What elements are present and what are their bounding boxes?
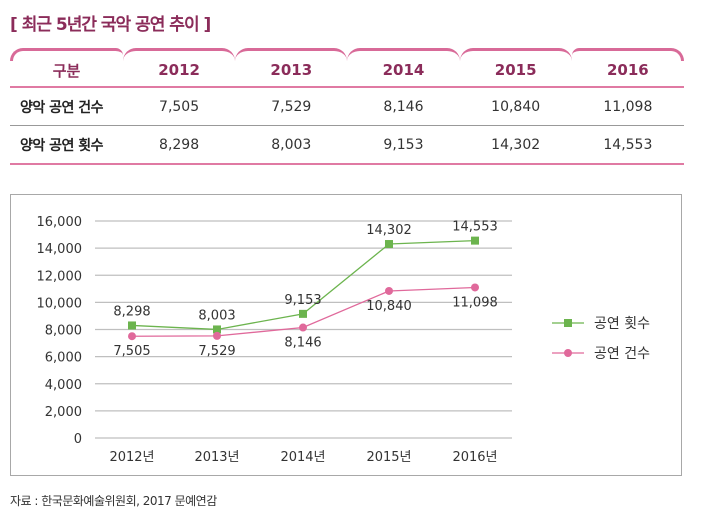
data-label: 11,098: [452, 295, 498, 310]
y-tick-label: 12,000: [37, 269, 83, 284]
chart-frame: [10, 194, 682, 476]
data-label: 8,003: [198, 308, 235, 323]
source-note: 자료 : 한국문화예술위원회, 2017 문예연감: [10, 494, 217, 508]
page-title: [ 최근 5년간 국악 공연 추이 ]: [10, 15, 211, 35]
column-header: 구분: [10, 46, 123, 88]
y-tick-label: 14,000: [37, 242, 83, 257]
data-point-marker: [299, 309, 307, 318]
table-cell: 7,505: [123, 87, 236, 126]
row-label: 양악 공연 건수: [10, 87, 123, 126]
y-tick-label: 6,000: [45, 351, 82, 366]
column-header: 2012: [123, 46, 236, 88]
data-point-marker: [471, 236, 479, 245]
x-tick-label: 2014년: [280, 450, 325, 465]
x-tick-label: 2013년: [194, 450, 239, 465]
x-tick-label: 2015년: [366, 450, 411, 465]
data-point-marker: [385, 240, 393, 249]
table-cell: 7,529: [235, 87, 348, 126]
row-label: 양악 공연 횟수: [10, 125, 123, 165]
data-point-marker: [128, 321, 136, 330]
data-label: 10,840: [366, 299, 412, 314]
data-label: 14,302: [366, 223, 412, 238]
data-point-marker: [299, 323, 307, 332]
data-point-marker: [471, 283, 479, 292]
legend-label: 공연 횟수: [594, 316, 650, 332]
legend-marker: [564, 319, 572, 327]
y-tick-label: 0: [74, 432, 82, 447]
table-cell: 11,098: [571, 87, 684, 126]
table-row: 양악 공연 횟수 8,298 8,003 9,153 14,302 14,553: [10, 125, 684, 165]
column-header: 2013: [235, 46, 348, 88]
data-label: 9,153: [284, 293, 321, 308]
y-tick-label: 10,000: [37, 296, 83, 311]
column-header: 2016: [571, 46, 684, 88]
table-cell: 14,302: [459, 125, 572, 165]
legend-marker: [564, 349, 572, 357]
x-tick-label: 2012년: [109, 450, 154, 465]
y-tick-label: 8,000: [45, 324, 82, 339]
data-point-marker: [213, 331, 221, 340]
table-header-row: 구분 2012 2013 2014 2015 2016: [10, 46, 684, 88]
table-cell: 8,146: [347, 87, 460, 126]
data-point-marker: [213, 325, 221, 334]
data-label: 7,505: [113, 344, 150, 359]
column-header: 2014: [347, 46, 460, 88]
table-cell: 14,553: [571, 125, 684, 165]
data-label: 14,553: [452, 220, 498, 235]
data-label: 8,146: [284, 336, 321, 351]
data-label: 7,529: [198, 344, 235, 359]
data-point-marker: [128, 332, 136, 341]
y-tick-label: 4,000: [45, 378, 82, 393]
column-header: 2015: [459, 46, 572, 88]
y-tick-label: 16,000: [37, 215, 83, 230]
legend-label: 공연 건수: [594, 346, 650, 362]
data-table: 구분 2012 2013 2014 2015 2016 양악 공연 건수 7,5…: [10, 46, 684, 165]
table-row: 양악 공연 건수 7,505 7,529 8,146 10,840 11,098: [10, 87, 684, 126]
data-table-container: 구분 2012 2013 2014 2015 2016 양악 공연 건수 7,5…: [10, 46, 684, 165]
data-point-marker: [385, 286, 393, 295]
table-cell: 10,840: [459, 87, 572, 126]
data-label: 8,298: [113, 304, 150, 319]
table-cell: 8,298: [123, 125, 236, 165]
table-cell: 8,003: [235, 125, 348, 165]
x-tick-label: 2016년: [452, 450, 497, 465]
table-cell: 9,153: [347, 125, 460, 165]
y-tick-label: 2,000: [45, 405, 82, 420]
